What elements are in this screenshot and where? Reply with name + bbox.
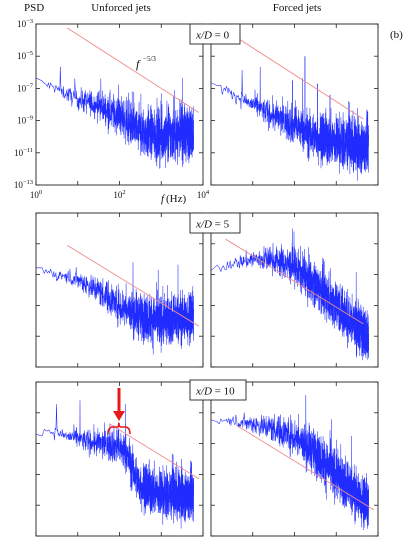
panel-r1-c0 <box>35 212 204 368</box>
row-label-text: x/D = 0 <box>195 30 230 42</box>
y-tick-label: 10−7 <box>17 82 34 93</box>
x-tick-label-exp: 0 <box>39 189 42 196</box>
y-tick-label: 10−13 <box>14 179 33 190</box>
y-tick-label-base: 10 <box>17 19 27 29</box>
column-title-unforced: Unforced jets <box>91 2 151 14</box>
x-tick-label-base: 10 <box>197 190 207 200</box>
spectrum-line <box>36 400 194 529</box>
row-label-text: x/D = 10 <box>195 386 235 398</box>
overlay: x/D = 0x/D = 5x/D = 10 <box>107 23 247 435</box>
y-tick-label-exp: −11 <box>23 147 33 154</box>
panel-frame <box>210 212 379 368</box>
y-tick-label-exp: −7 <box>26 82 34 89</box>
reference-slope-line <box>225 238 364 325</box>
reference-slope-line <box>235 424 375 511</box>
y-tick-label-base: 10 <box>17 51 27 61</box>
y-tick-label-exp: −3 <box>26 18 33 25</box>
y-axis-title: PSD <box>24 2 44 14</box>
row-label-val: = 0 <box>212 30 230 42</box>
slope-base: f <box>136 57 141 71</box>
red-brace <box>107 422 131 435</box>
panel-r0-c1 <box>210 23 379 186</box>
row-label-val: = 5 <box>212 219 230 231</box>
row-label-box <box>189 379 247 401</box>
row-label-var: x/D <box>195 30 212 42</box>
x-tick-label: 104 <box>197 189 210 200</box>
y-tick-label: 10−11 <box>14 147 33 158</box>
y-tick-label-exp: −13 <box>23 179 33 186</box>
reference-slope-line <box>67 244 200 327</box>
reference-slope-line <box>67 27 200 113</box>
y-tick-label-base: 10 <box>14 148 24 158</box>
row-label-1: x/D = 5 <box>189 212 241 234</box>
reference-slope-line <box>108 423 200 480</box>
frequency-axis-title: f (Hz) <box>161 193 186 205</box>
x-tick-label-base: 10 <box>30 190 40 200</box>
row-label-val: = 10 <box>212 386 235 398</box>
slope-annotation: f −5/3 <box>136 55 156 71</box>
figure-static-text: PSD Unforced jets Forced jets (b) f −5/3… <box>24 2 403 205</box>
y-tick-label-base: 10 <box>14 180 24 190</box>
y-tick-label: 10−5 <box>17 50 33 61</box>
spectrum-line <box>36 66 194 169</box>
x-tick-label-exp: 4 <box>206 189 210 196</box>
spectrum-line <box>36 262 194 355</box>
x-tick-label: 102 <box>113 189 125 200</box>
reference-slope-line <box>225 30 364 120</box>
slope-exponent: −5/3 <box>143 55 156 63</box>
x-tick-label-base: 10 <box>113 190 123 200</box>
row-label-var: x/D <box>195 386 212 398</box>
panel-tag: (b) <box>390 29 403 41</box>
row-label-2: x/D = 10 <box>189 379 247 401</box>
spectrum-line <box>211 394 369 531</box>
panel-frame <box>210 381 379 537</box>
peak-annotation <box>107 388 131 435</box>
row-label-text: x/D = 5 <box>195 219 230 231</box>
y-tick-label-exp: −5 <box>26 50 33 57</box>
row-label-box <box>189 212 241 234</box>
x-tick-label: 100 <box>30 189 42 200</box>
y-tick-label: 10−9 <box>17 115 33 126</box>
x-tick-label-exp: 2 <box>122 189 125 196</box>
column-title-forced: Forced jets <box>273 2 322 14</box>
frequency-unit: (Hz) <box>166 193 186 205</box>
row-label-box <box>189 23 241 45</box>
spectrum-line <box>211 228 369 361</box>
panel-r2-c1 <box>210 381 379 537</box>
y-tick-label: 10−3 <box>17 18 33 29</box>
spectrum-line <box>211 66 369 181</box>
y-tick-label-base: 10 <box>17 83 27 93</box>
frequency-symbol: f <box>161 193 166 205</box>
row-label-0: x/D = 0 <box>189 23 241 45</box>
row-label-var: x/D <box>195 219 212 231</box>
y-tick-label-exp: −9 <box>26 115 33 122</box>
red-arrow-head <box>113 411 125 421</box>
y-tick-label-base: 10 <box>17 116 27 126</box>
panel-r1-c1 <box>210 212 379 368</box>
panel-r2-c0 <box>35 381 204 537</box>
